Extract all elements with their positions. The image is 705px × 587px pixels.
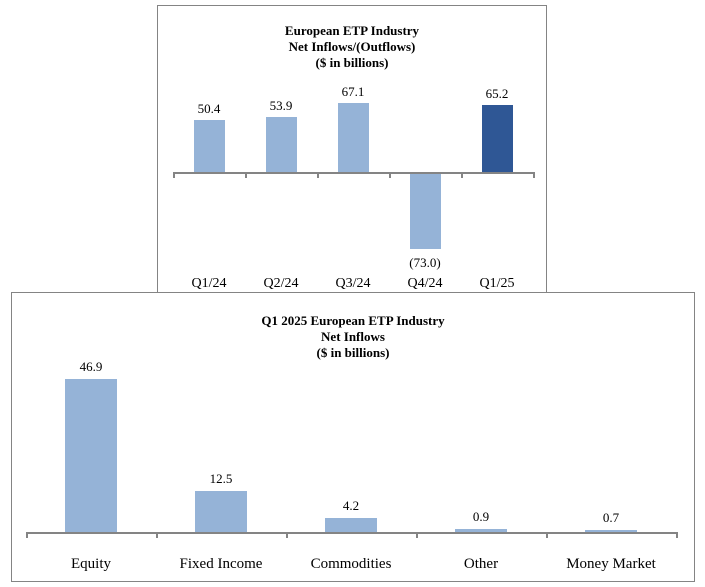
value-label: 50.4 <box>197 101 221 117</box>
plot-area: 50.4 Q1/24 53.9 Q2/24 67.1 Q3/24 (73.0) Q4/24 65… <box>158 6 546 292</box>
axis-tick <box>156 532 158 538</box>
bar <box>337 103 369 172</box>
chart-title-line-3: ($ in billions) <box>316 345 390 360</box>
bar <box>325 518 377 532</box>
category-label: Q3/24 <box>335 276 371 291</box>
chart-title: Q1 2025 European ETP Industry Net Inflow… <box>12 293 694 361</box>
bar <box>585 529 637 532</box>
value-label: 46.9 <box>79 359 103 374</box>
plot-area: 46.9 Equity 12.5 Fixed Income 4.2 Commodities… <box>12 293 694 581</box>
bar <box>195 491 247 532</box>
axis-tick <box>26 532 28 538</box>
bar <box>265 116 297 172</box>
q1-2025-inflows-chart: Q1 2025 European ETP Industry Net Inflow… <box>11 292 695 582</box>
x-axis-line <box>173 172 533 174</box>
category-label: Q1/24 <box>191 276 227 291</box>
value-label: 0.9 <box>472 509 490 525</box>
net-flows-chart: European ETP Industry Net Inflows/(Outfl… <box>157 5 547 293</box>
bar <box>409 174 441 249</box>
value-label: 65.2 <box>485 86 509 102</box>
x-axis-line <box>26 532 676 534</box>
axis-tick <box>546 532 548 538</box>
chart-title: European ETP Industry Net Inflows/(Outfl… <box>158 6 546 71</box>
bar <box>481 105 513 172</box>
category-label: Other <box>463 556 499 572</box>
chart-title-line-1: Q1 2025 European ETP Industry <box>261 313 445 328</box>
axis-tick <box>286 532 288 538</box>
category-label: Commodities <box>310 556 392 572</box>
category-label: Q4/24 <box>407 276 443 291</box>
bar <box>65 379 117 532</box>
chart-title-line-1: European ETP Industry <box>284 23 420 38</box>
axis-tick <box>533 172 535 178</box>
axis-tick <box>245 172 247 178</box>
chart-title-line-2: Net Inflows <box>321 329 385 344</box>
value-label: 12.5 <box>209 471 233 487</box>
category-label: Fixed Income <box>179 556 263 572</box>
category-label: Q2/24 <box>263 276 299 291</box>
bar <box>193 120 225 172</box>
value-label: 67.1 <box>341 84 365 100</box>
axis-tick <box>461 172 463 178</box>
value-label: 0.7 <box>602 509 620 525</box>
axis-tick <box>676 532 678 538</box>
chart-title-line-2: Net Inflows/(Outflows) <box>288 39 416 54</box>
axis-tick <box>416 532 418 538</box>
axis-tick <box>173 172 175 178</box>
value-label: 53.9 <box>269 97 293 113</box>
bar <box>455 529 507 532</box>
category-label: Equity <box>71 556 111 572</box>
axis-tick <box>389 172 391 178</box>
category-label: Money Market <box>566 556 656 572</box>
value-label: 4.2 <box>342 498 360 514</box>
category-label: Q1/25 <box>479 276 515 291</box>
value-label: (73.0) <box>409 254 441 270</box>
axis-tick <box>317 172 319 178</box>
chart-title-line-3: ($ in billions) <box>315 55 389 70</box>
